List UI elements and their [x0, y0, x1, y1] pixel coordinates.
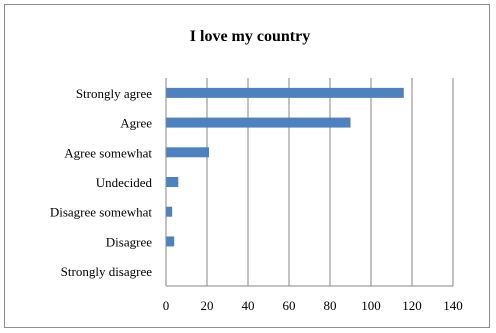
bars — [166, 87, 404, 247]
x-tick-label: 80 — [324, 298, 337, 313]
bar — [166, 87, 404, 98]
x-tick-label: 0 — [163, 298, 170, 313]
x-tick-label: 140 — [443, 298, 463, 313]
x-tick-label: 120 — [402, 298, 422, 313]
x-tick-labels: 0 20 40 60 80 100 120 140 — [163, 298, 463, 313]
category-label: Agree somewhat — [64, 145, 152, 160]
category-label: Disagree somewhat — [50, 205, 153, 220]
bar — [166, 177, 179, 187]
chart-frame — [4, 4, 490, 328]
bar — [166, 236, 175, 247]
bar — [166, 117, 351, 128]
category-label: Strongly disagree — [61, 264, 153, 279]
category-label: Agree — [120, 116, 152, 131]
x-tick-label: 60 — [283, 298, 296, 313]
bar — [166, 206, 173, 217]
gridlines — [206, 78, 454, 286]
bar — [166, 147, 210, 158]
category-label: Disagree — [106, 234, 152, 249]
x-tick-label: 40 — [242, 298, 255, 313]
category-label: Strongly agree — [76, 86, 152, 101]
chart-title: I love my country — [190, 28, 310, 45]
axes — [165, 78, 453, 287]
category-label: Undecided — [96, 175, 153, 190]
category-labels: Strongly agree Agree Agree somewhat Undecid… — [50, 86, 153, 279]
x-tick-label: 20 — [201, 298, 214, 313]
x-tick-label: 100 — [361, 298, 381, 313]
